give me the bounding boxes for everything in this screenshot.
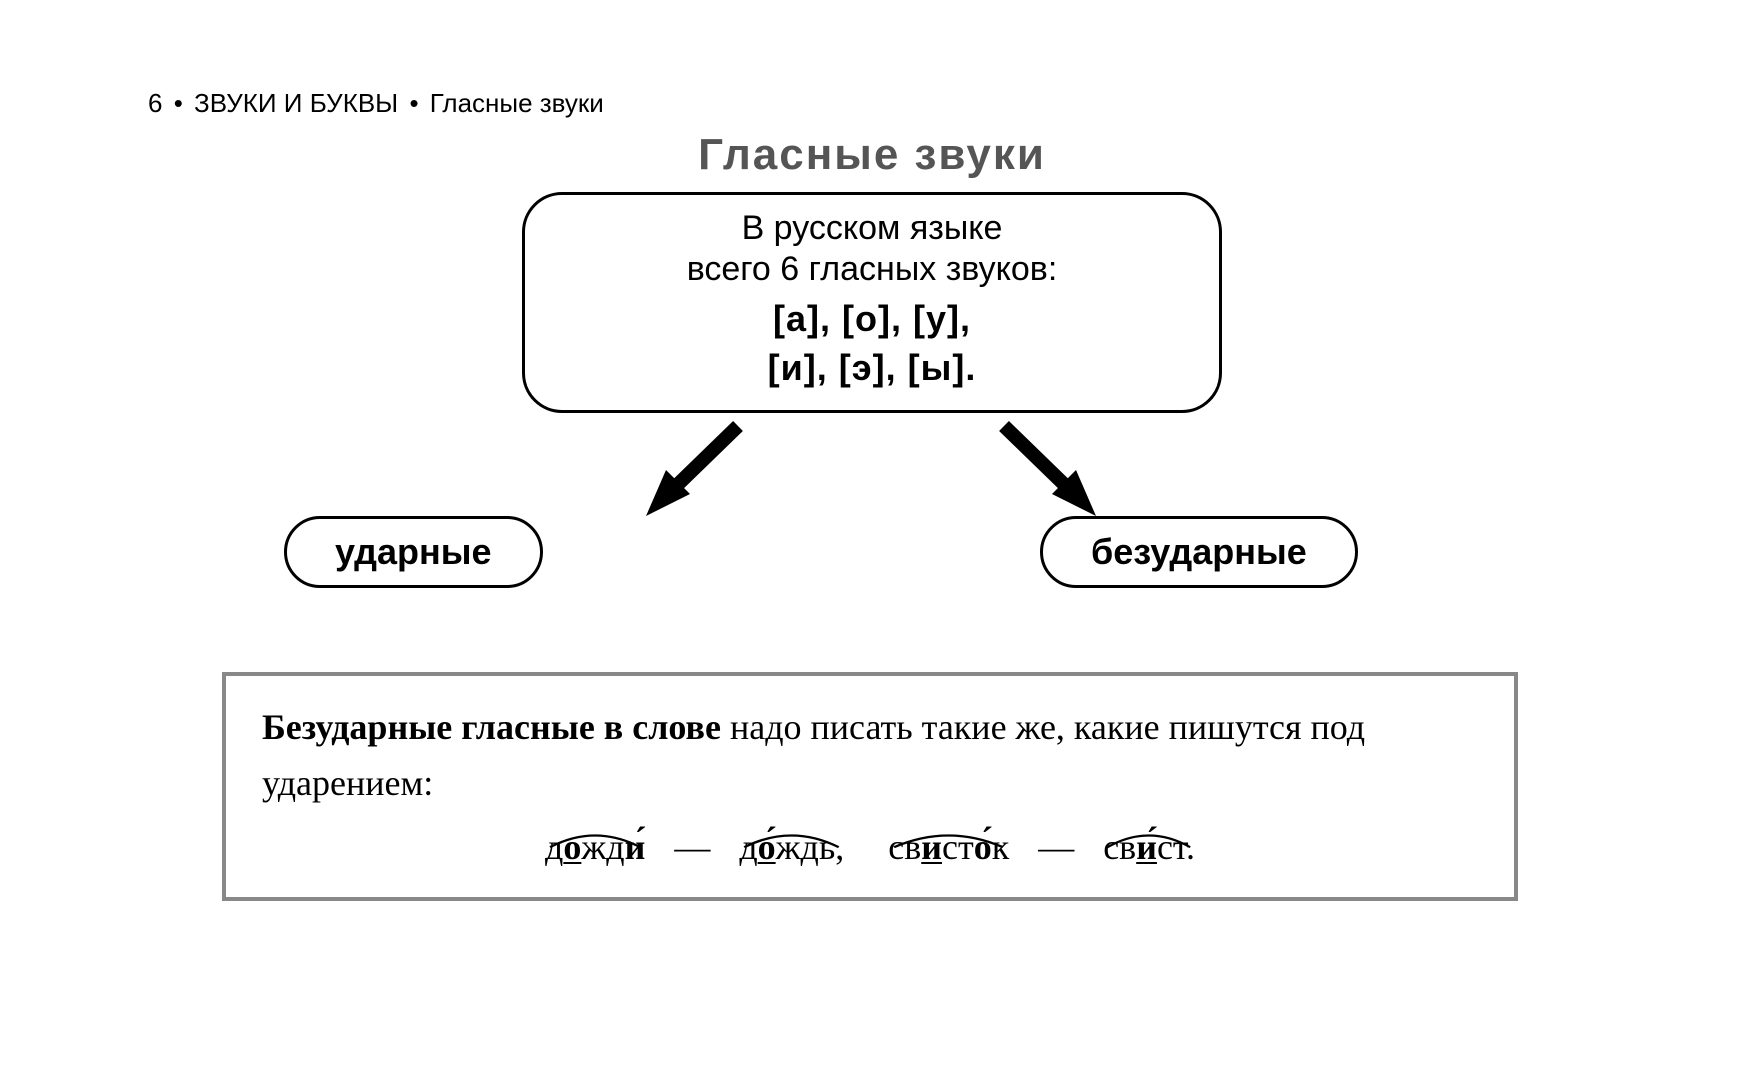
- unstressed-pill: безударные: [1040, 516, 1358, 588]
- bullet-icon: •: [409, 88, 418, 118]
- example-word-3: свисто́к: [888, 820, 1009, 876]
- rule-box: Безударные гласные в слове надо писать т…: [222, 672, 1518, 901]
- vowel-sounds-box: В русском языке всего 6 гласных звуков: …: [522, 192, 1222, 413]
- stressed-pill: ударные: [284, 516, 543, 588]
- breadcrumb-section: ЗВУКИ И БУКВЫ: [194, 88, 398, 118]
- breadcrumb-subsection: Гласные звуки: [430, 88, 604, 118]
- breadcrumb: 6 • ЗВУКИ И БУКВЫ • Гласные звуки: [148, 88, 604, 119]
- sounds-row-2: [и], [э], [ы].: [555, 344, 1189, 393]
- example-word-4: сви́ст.: [1103, 820, 1195, 876]
- example-word-2: до́ждь,: [739, 820, 844, 876]
- page-title: Гласные звуки: [0, 130, 1744, 180]
- arc-icon: [739, 810, 844, 828]
- intro-line-1: В русском языке: [555, 209, 1189, 248]
- dash: —: [674, 827, 710, 867]
- intro-line-2: всего 6 гласных звуков:: [555, 250, 1189, 289]
- rule-bold: Безударные гласные в слове: [262, 707, 721, 747]
- arc-icon: [545, 810, 645, 828]
- bullet-icon: •: [174, 88, 183, 118]
- arc-icon: [888, 810, 1009, 828]
- example-word-1: дожди́: [545, 820, 645, 876]
- sounds-row-1: [а], [о], [у],: [555, 295, 1189, 344]
- rule-text: Безударные гласные в слове надо писать т…: [262, 700, 1478, 812]
- page-number: 6: [148, 88, 162, 118]
- arc-icon: [1103, 810, 1195, 828]
- arrow-left-icon: [618, 416, 758, 541]
- dash: —: [1038, 827, 1074, 867]
- examples-row: дожди́ — до́ждь, свисто́к — сви́ст.: [262, 820, 1478, 876]
